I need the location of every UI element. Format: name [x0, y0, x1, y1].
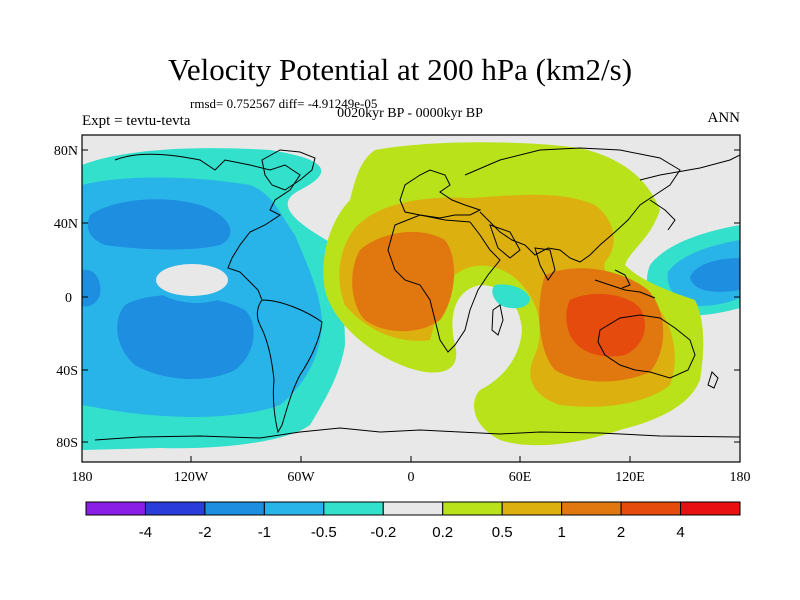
lat-label-80s: 80S — [56, 436, 78, 451]
colorbar-swatch-4 — [323, 501, 384, 516]
colorbar-swatch-2 — [204, 501, 265, 516]
contour-pos-2 — [566, 293, 645, 357]
lon-label-120w: 120W — [174, 470, 209, 485]
colorbar-swatch-6 — [442, 501, 503, 516]
contour-neg-1b — [117, 294, 254, 380]
colorbar-swatch-5 — [382, 501, 444, 516]
colorbar-label-1: -2 — [198, 524, 211, 541]
colorbar-label-5: 0.2 — [432, 524, 453, 541]
contour-neg-pocket-io — [492, 284, 530, 309]
coast-arabia-india — [489, 224, 556, 281]
neutral-core-pacific-inner — [156, 264, 228, 296]
lat-label-40s: 40S — [56, 364, 78, 379]
lat-label-0: 0 — [65, 291, 72, 306]
lon-label-60w: 60W — [287, 470, 315, 485]
lat-label-80n: 80N — [54, 144, 78, 159]
season-label: ANN — [707, 110, 741, 126]
experiment-label: Expt = tevtu-tevta — [82, 113, 191, 129]
colorbar-swatch-9 — [620, 501, 682, 516]
lon-label-180e: 180 — [730, 470, 751, 485]
contour-pos-1a — [352, 231, 455, 332]
coastlines — [94, 147, 740, 441]
contour-neg-1-wpac — [690, 258, 740, 292]
coast-madagascar — [491, 304, 504, 336]
lat-label-40n: 40N — [54, 217, 78, 232]
coast-new-zealand — [707, 371, 719, 389]
lon-label-120e: 120E — [615, 470, 645, 485]
map-frame — [81, 134, 741, 463]
colorbar-swatch-3 — [263, 501, 325, 516]
tick-marks — [82, 149, 740, 462]
stats-line: rmsd= 0.752567 diff= -4.91249e-05 — [190, 96, 378, 111]
latitude-labels: 80N 40N 0 40S 80S — [54, 144, 78, 451]
colorbar-swatch-1 — [144, 501, 206, 516]
colorbar-label-2: -1 — [258, 524, 271, 541]
colorbar-label-0: -4 — [139, 524, 152, 541]
longitude-labels: 180 120W 60W 0 60E 120E 180 — [72, 470, 751, 485]
map-title: Velocity Potential at 200 hPa (km2/s) — [167, 52, 633, 87]
coast-australia — [597, 314, 696, 379]
colorbar-label-6: 0.5 — [492, 524, 513, 541]
colorbar-labels: -4 -2 -1 -0.5 -0.2 0.2 0.5 1 2 4 — [139, 524, 685, 541]
velocity-potential-field — [82, 135, 740, 462]
lon-label-60e: 60E — [509, 470, 532, 485]
colorbar — [85, 501, 741, 516]
colorbar-label-3: -0.5 — [311, 524, 337, 541]
map-subtitle: 0020kyr BP - 0000kyr BP — [337, 106, 483, 121]
contour-neg-1a — [87, 199, 231, 250]
coast-north-america — [114, 153, 301, 301]
colorbar-label-7: 1 — [557, 524, 565, 541]
colorbar-label-9: 4 — [676, 524, 684, 541]
colorbar-label-8: 2 — [617, 524, 625, 541]
colorbar-swatch-7 — [501, 501, 563, 516]
coast-south-america — [256, 299, 323, 434]
colorbar-label-4: -0.2 — [370, 524, 396, 541]
coast-africa — [387, 214, 501, 353]
colorbar-swatch-8 — [561, 501, 622, 516]
lon-label-0: 0 — [408, 470, 415, 485]
coast-antarctica — [94, 427, 740, 441]
coast-asia-pacific — [639, 154, 740, 231]
coast-asia — [464, 147, 681, 263]
coast-greenland — [261, 149, 316, 191]
colorbar-swatch-10 — [680, 501, 741, 516]
lon-label-180w: 180 — [72, 470, 93, 485]
colorbar-swatch-0 — [85, 501, 146, 516]
coast-indonesia — [594, 269, 656, 299]
